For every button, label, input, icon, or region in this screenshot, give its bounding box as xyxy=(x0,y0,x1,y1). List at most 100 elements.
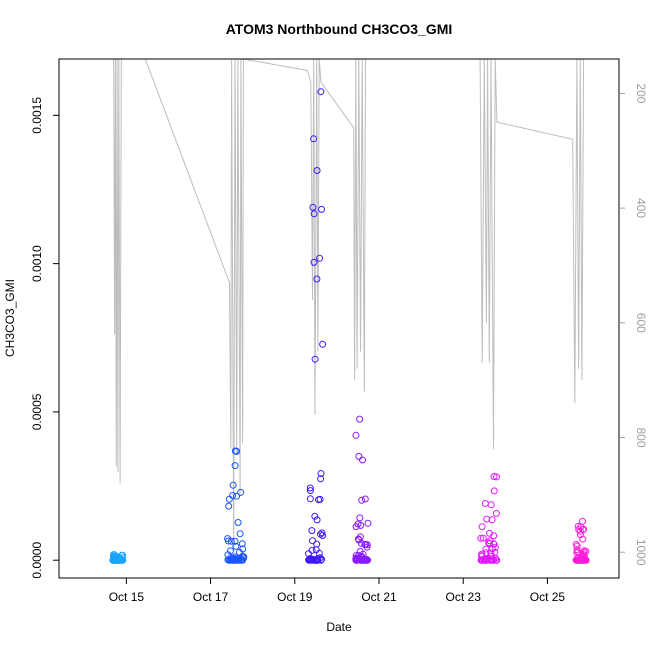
y2-tick-label: 800 xyxy=(634,427,648,447)
data-point xyxy=(236,530,244,538)
data-point xyxy=(231,462,239,470)
data-point xyxy=(317,530,324,538)
data-point xyxy=(356,533,364,541)
data-point xyxy=(231,553,239,561)
data-point xyxy=(225,502,233,510)
data-point xyxy=(237,488,245,496)
pressure-line-layer xyxy=(113,58,585,553)
data-point xyxy=(572,540,580,548)
axes-layer: Oct 15 Oct 17 Oct 19 Oct 21 Oct 23 Oct 25 0.00… xyxy=(30,83,648,604)
data-point xyxy=(317,470,325,477)
data-point xyxy=(359,456,366,464)
data-point xyxy=(306,487,314,495)
data-point xyxy=(483,515,491,523)
x-axis-label: Date xyxy=(326,620,352,634)
y2-tick-label: 600 xyxy=(634,313,648,333)
y-tick-label: 0.0000 xyxy=(30,542,44,579)
data-point xyxy=(231,537,239,545)
chart-title: ATOM3 Northbound CH3CO3_GMI xyxy=(226,21,453,37)
data-point xyxy=(224,537,232,545)
data-point xyxy=(310,258,318,266)
data-point xyxy=(310,135,318,143)
data-point xyxy=(317,88,325,96)
data-point xyxy=(493,556,500,564)
data-point xyxy=(479,534,487,542)
data-point xyxy=(313,167,321,174)
data-point xyxy=(573,542,581,550)
data-point xyxy=(306,556,314,564)
data-point xyxy=(308,527,316,535)
data-point xyxy=(477,534,485,542)
y2-tick-label: 1000 xyxy=(634,539,648,566)
data-point xyxy=(488,516,496,524)
data-point xyxy=(355,536,363,544)
data-point xyxy=(361,540,369,548)
data-point xyxy=(360,556,368,564)
data-point xyxy=(239,552,246,560)
data-point xyxy=(481,500,489,507)
data-point xyxy=(363,556,370,564)
data-point xyxy=(238,540,246,548)
data-point xyxy=(363,541,371,549)
data-point xyxy=(356,415,364,423)
data-point xyxy=(580,549,588,557)
data-point xyxy=(317,475,325,483)
data-point xyxy=(582,547,590,555)
data-point xyxy=(573,556,581,564)
data-point xyxy=(490,540,498,548)
data-point xyxy=(232,542,240,550)
y2-tick-label: 200 xyxy=(634,83,648,103)
data-point xyxy=(318,529,326,537)
data-point xyxy=(487,501,495,509)
x-tick-label: Oct 19 xyxy=(277,590,313,604)
flight-3-points xyxy=(305,88,327,564)
data-point xyxy=(309,203,317,211)
flight-4-points xyxy=(352,415,372,564)
y2-tick-label: 400 xyxy=(634,198,648,218)
data-point xyxy=(229,492,237,499)
pressure-line xyxy=(113,58,585,553)
data-point xyxy=(364,519,372,527)
data-point xyxy=(318,205,325,213)
data-point xyxy=(315,496,322,504)
data-point xyxy=(492,509,500,517)
data-point xyxy=(481,556,488,564)
plot-frame xyxy=(58,58,620,579)
data-point xyxy=(358,496,366,504)
data-point xyxy=(361,495,369,503)
flight-6-points xyxy=(572,517,590,564)
data-point xyxy=(319,340,327,348)
data-point xyxy=(227,547,234,555)
data-point xyxy=(356,514,364,522)
data-point xyxy=(225,495,233,503)
data-point xyxy=(239,545,247,553)
data-point xyxy=(355,452,363,460)
data-point xyxy=(312,546,320,554)
data-point xyxy=(573,546,581,554)
data-point xyxy=(313,275,321,283)
data-point xyxy=(478,523,486,531)
y-axis-label: CH3CO3_GMI xyxy=(3,279,17,357)
flight-5-points xyxy=(477,473,501,564)
data-point xyxy=(239,556,247,564)
data-point xyxy=(306,484,314,492)
data-point xyxy=(580,556,588,564)
flight-1-points xyxy=(109,551,127,564)
data-point xyxy=(311,355,319,363)
data-point xyxy=(316,254,324,262)
data-point xyxy=(488,545,496,553)
data-point xyxy=(231,447,239,455)
x-tick-label: Oct 23 xyxy=(446,590,482,604)
data-point xyxy=(352,552,360,560)
x-tick-label: Oct 15 xyxy=(109,590,145,604)
y-tick-label: 0.0010 xyxy=(30,245,44,282)
data-point xyxy=(490,556,497,564)
data-point xyxy=(230,556,238,564)
data-point xyxy=(579,535,587,543)
data-point xyxy=(311,512,319,520)
y-tick-label: 0.0005 xyxy=(30,393,44,430)
data-point xyxy=(310,210,318,218)
x-tick-label: Oct 21 xyxy=(361,590,397,604)
data-point xyxy=(227,537,235,545)
